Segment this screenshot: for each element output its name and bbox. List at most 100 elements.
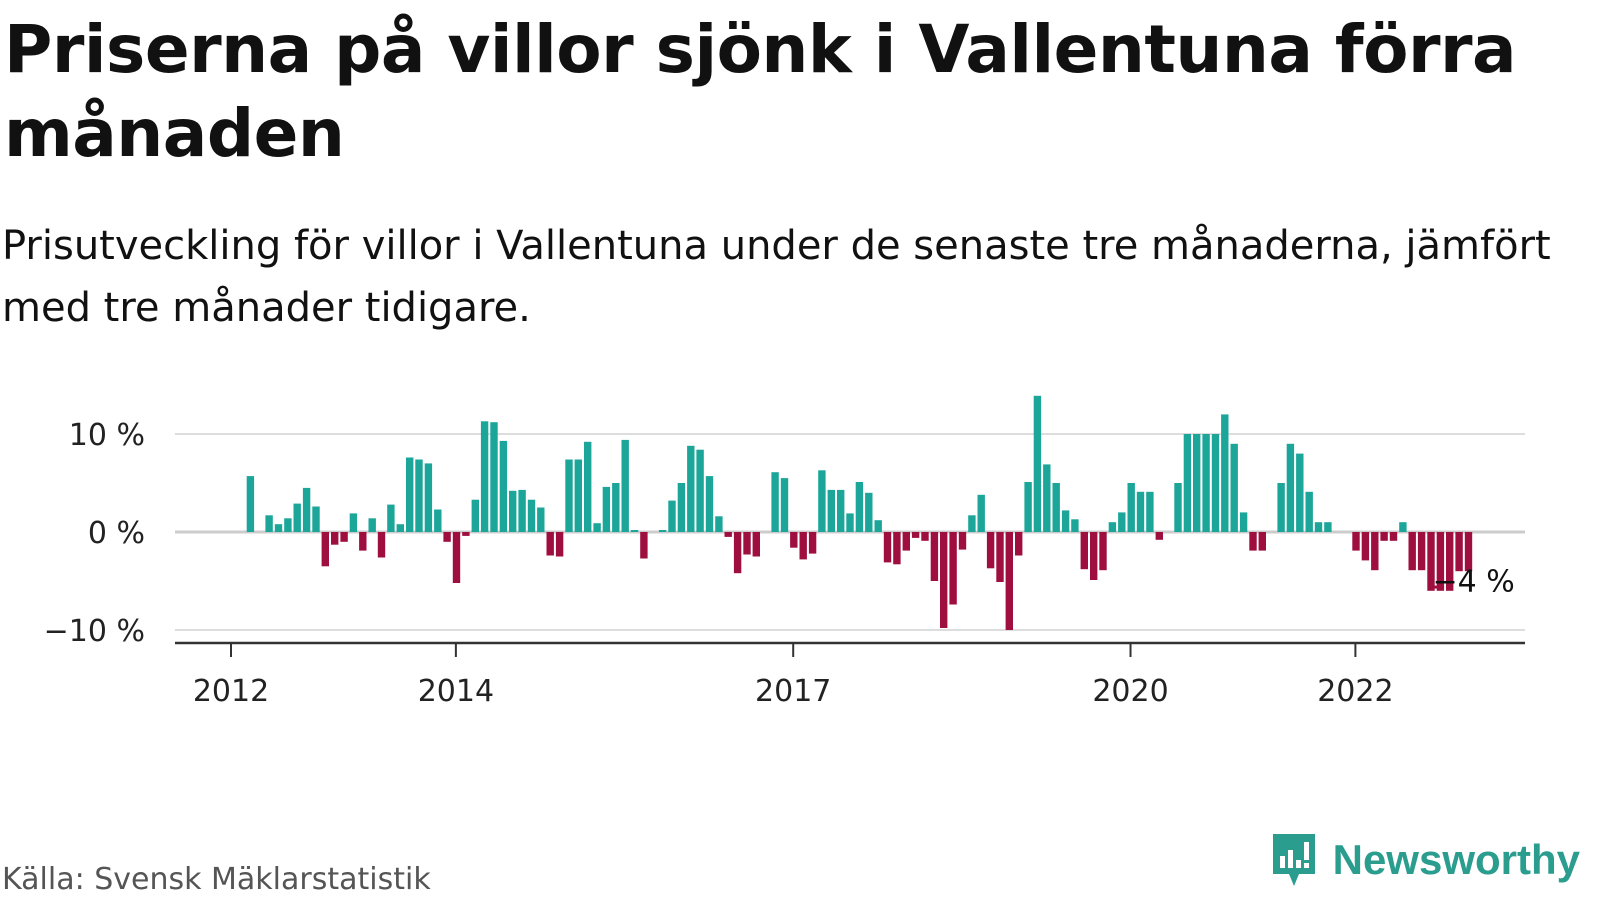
bar	[1258, 532, 1266, 551]
bar	[715, 516, 723, 532]
bar	[490, 422, 498, 532]
bar	[752, 532, 760, 557]
bar	[1408, 532, 1416, 571]
bar	[808, 532, 817, 554]
bar	[630, 530, 639, 532]
bar	[968, 515, 976, 532]
bar	[668, 500, 676, 532]
bar	[1043, 464, 1051, 532]
bar	[584, 441, 592, 532]
bar	[687, 445, 695, 532]
bar	[818, 470, 826, 532]
bar	[1005, 532, 1013, 630]
bar	[1427, 532, 1435, 591]
bar	[462, 532, 470, 536]
x-tick-label: 2022	[1317, 674, 1393, 709]
bar	[790, 532, 798, 548]
bar	[996, 532, 1004, 582]
bar	[733, 532, 742, 574]
bar	[1221, 414, 1229, 532]
bar	[724, 532, 732, 537]
newsworthy-logo-icon	[1272, 834, 1315, 886]
bar	[930, 532, 939, 581]
bar	[940, 532, 948, 628]
bar	[696, 449, 704, 532]
bar	[415, 459, 423, 532]
brand-name: Newsworthy	[1332, 836, 1580, 883]
bar	[1249, 532, 1257, 551]
bar	[593, 523, 601, 532]
bar	[302, 487, 311, 532]
bar	[1324, 522, 1332, 532]
source-note: Källa: Svensk Mäklarstatistik	[2, 862, 431, 897]
bar	[387, 504, 395, 532]
chart-title: Priserna på villor sjönk i Vallentuna fö…	[4, 11, 1517, 172]
bar	[1361, 532, 1370, 561]
bar	[602, 486, 611, 532]
bar	[1436, 532, 1445, 591]
bar	[1193, 434, 1201, 532]
bar	[546, 532, 554, 556]
bar	[452, 532, 461, 583]
x-tick-label: 2017	[755, 674, 831, 709]
bar	[1305, 491, 1313, 532]
bar	[340, 532, 348, 542]
bar	[1202, 434, 1210, 532]
bar	[555, 532, 564, 557]
bar	[1211, 434, 1220, 532]
bar	[1127, 483, 1135, 532]
bar	[349, 513, 358, 532]
bar	[958, 532, 967, 550]
bar	[527, 499, 536, 532]
bar	[518, 489, 526, 532]
bar	[921, 532, 929, 541]
bar	[312, 506, 320, 532]
bar	[1015, 532, 1023, 556]
bar	[1033, 395, 1042, 532]
bar	[1080, 532, 1088, 570]
bar	[949, 532, 957, 605]
bar	[1371, 532, 1379, 571]
bar	[743, 532, 751, 555]
bar	[771, 472, 779, 532]
bar	[658, 530, 667, 532]
bar	[612, 483, 620, 532]
brand-logo[interactable]: Newsworthy	[1269, 830, 1580, 890]
bar	[846, 513, 854, 532]
bar	[321, 532, 329, 567]
bar	[911, 532, 920, 538]
bar	[406, 457, 414, 532]
bar	[865, 492, 873, 532]
chart-subtitle: Prisutveckling för villor i Vallentuna u…	[2, 223, 1551, 331]
axes	[175, 641, 1525, 657]
bar	[574, 459, 582, 532]
bar	[1061, 510, 1070, 532]
bar	[986, 532, 995, 569]
bar	[837, 489, 845, 532]
y-tick-label: −10 %	[44, 614, 145, 649]
bar	[1277, 483, 1285, 532]
bar	[565, 459, 573, 532]
bar	[1099, 532, 1107, 571]
bar	[883, 532, 892, 563]
end-value-label: −4 %	[1432, 565, 1514, 600]
bar	[1183, 434, 1192, 532]
bar	[443, 532, 451, 542]
bar	[780, 478, 789, 532]
bar	[1146, 491, 1154, 532]
bar	[977, 494, 985, 532]
bar	[1239, 512, 1248, 532]
bar	[621, 439, 629, 532]
bar	[293, 503, 301, 532]
bar	[677, 483, 686, 532]
x-tick-label: 2012	[193, 674, 269, 709]
bar	[1024, 482, 1032, 532]
bar	[799, 532, 807, 560]
bars	[246, 395, 1473, 630]
y-tick-label: 0 %	[88, 516, 145, 551]
bar	[274, 524, 283, 532]
bar	[1052, 483, 1060, 532]
bar	[1296, 453, 1304, 532]
bar	[1464, 532, 1473, 572]
bar	[1071, 519, 1079, 532]
